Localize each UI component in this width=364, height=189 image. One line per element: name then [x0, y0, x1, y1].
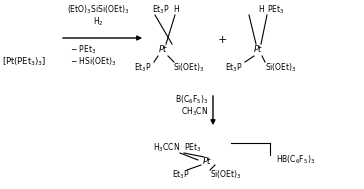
Text: Pt: Pt [203, 157, 211, 167]
Text: Et$_3$P: Et$_3$P [152, 4, 170, 16]
Text: − HSi(OEt)$_3$: − HSi(OEt)$_3$ [70, 56, 116, 68]
Text: Si(OEt)$_3$: Si(OEt)$_3$ [265, 62, 297, 74]
Text: H: H [258, 5, 264, 15]
Text: H: H [173, 5, 179, 15]
Text: Et$_3$P: Et$_3$P [134, 62, 152, 74]
Text: PEt$_3$: PEt$_3$ [184, 142, 202, 154]
Text: Si(OEt)$_3$: Si(OEt)$_3$ [210, 169, 242, 181]
Text: Si(OEt)$_3$: Si(OEt)$_3$ [173, 62, 205, 74]
Text: H$_3$CCN: H$_3$CCN [153, 142, 180, 154]
Text: [Pt(PEt$_3$)$_3$]: [Pt(PEt$_3$)$_3$] [2, 56, 47, 68]
Text: PEt$_3$: PEt$_3$ [267, 4, 285, 16]
Text: H$_2$: H$_2$ [93, 16, 103, 28]
Text: CH$_3$CN: CH$_3$CN [181, 106, 208, 118]
Text: +: + [217, 35, 227, 45]
Text: B(C$_6$F$_5$)$_3$: B(C$_6$F$_5$)$_3$ [175, 94, 208, 106]
Text: Et$_3$P: Et$_3$P [172, 169, 190, 181]
Text: Et$_3$P: Et$_3$P [225, 62, 243, 74]
Text: HB(C$_6$F$_5$)$_3$: HB(C$_6$F$_5$)$_3$ [276, 154, 315, 166]
Text: (EtO)$_3$SiSi(OEt)$_3$: (EtO)$_3$SiSi(OEt)$_3$ [67, 4, 129, 16]
Text: Pt: Pt [254, 46, 262, 54]
Text: − PEt$_3$: − PEt$_3$ [70, 44, 96, 56]
Text: Pt: Pt [159, 46, 167, 54]
